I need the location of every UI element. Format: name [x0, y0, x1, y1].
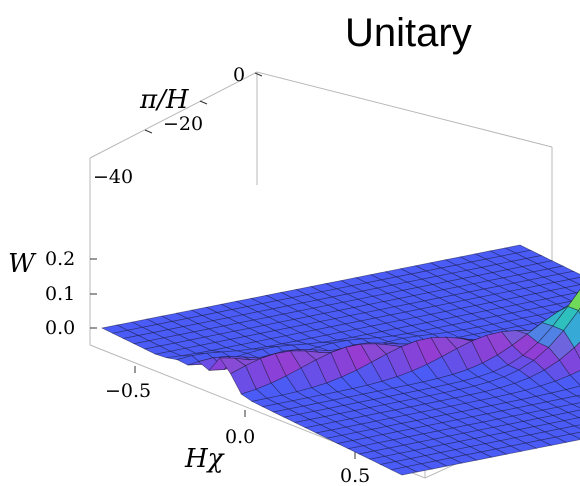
surface-cell — [390, 466, 418, 476]
x-axis-label: Hχ — [184, 444, 226, 474]
z-tick-label: 0.0 — [45, 317, 75, 339]
y-tick-label: −40 — [93, 166, 133, 188]
x-tick-label: −0.5 — [105, 380, 151, 402]
y-tick-label: −20 — [163, 113, 203, 135]
y-axis-label: π/H — [139, 85, 190, 115]
surface-cell — [573, 341, 580, 360]
surface-mesh — [100, 244, 580, 476]
chart-title: Unitary — [345, 11, 472, 55]
x-tick-label: 0.0 — [225, 426, 255, 448]
y-tick-mark — [254, 72, 263, 77]
z-tick-label: 0.1 — [45, 283, 75, 305]
x-tick-label: 0.5 — [340, 465, 370, 486]
y-tick-mark — [144, 129, 153, 134]
y-tick-mark — [199, 100, 208, 105]
z-tick-label: 0.2 — [45, 248, 75, 270]
y-tick-label: 0 — [233, 64, 245, 86]
z-axis-label: W — [8, 249, 37, 279]
